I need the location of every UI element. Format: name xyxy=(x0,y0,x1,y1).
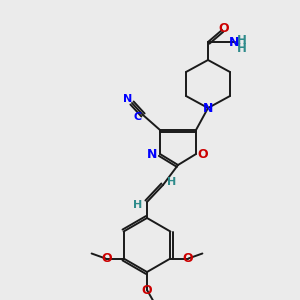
Text: O: O xyxy=(182,252,193,265)
Text: O: O xyxy=(101,252,112,265)
Text: H: H xyxy=(237,43,247,56)
Text: N: N xyxy=(147,148,157,160)
Text: O: O xyxy=(198,148,208,160)
Text: H: H xyxy=(134,200,142,210)
Text: N: N xyxy=(203,103,213,116)
Text: H: H xyxy=(167,177,177,187)
Text: H: H xyxy=(237,34,247,47)
Text: O: O xyxy=(142,284,152,296)
Text: O: O xyxy=(219,22,229,35)
Text: N: N xyxy=(229,35,239,49)
Text: C: C xyxy=(134,112,142,122)
Text: N: N xyxy=(123,94,133,104)
